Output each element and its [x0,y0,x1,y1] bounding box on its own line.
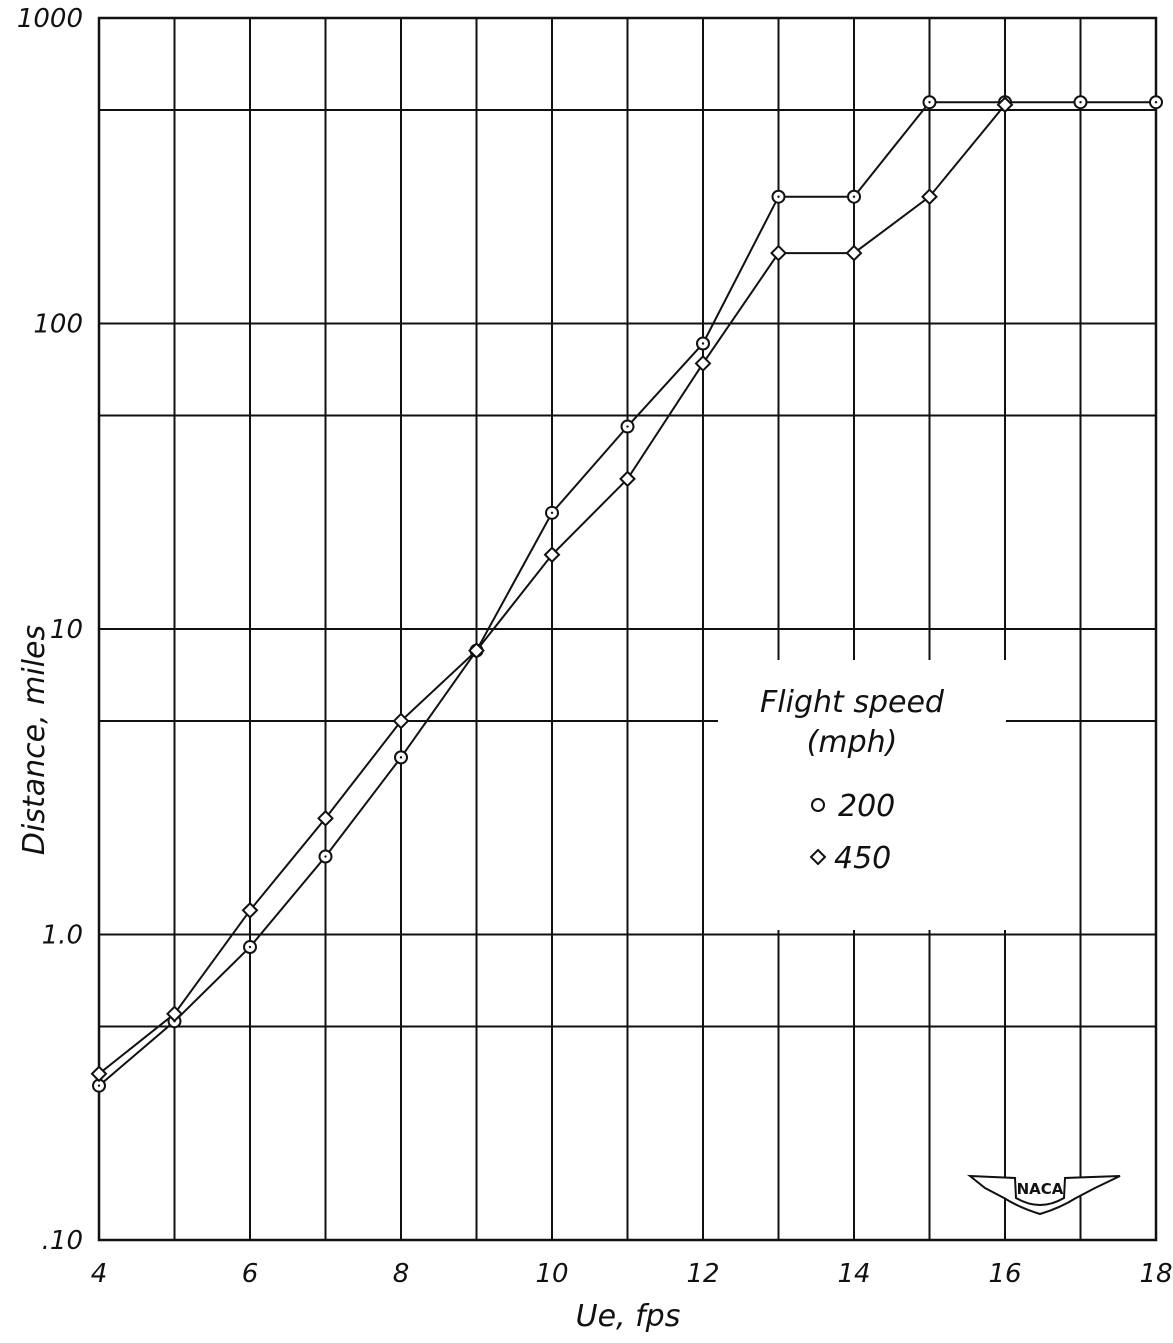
x-tick-label: 6 [242,1259,259,1289]
data-point-450 [694,355,712,372]
y-tick-label: 10 [50,615,83,645]
data-point-center [399,756,403,759]
data-point-450 [468,642,485,659]
data-point-450 [241,901,259,919]
data-point-450 [543,546,561,564]
y-tick-label: 1.0 [42,921,83,951]
data-point-450 [317,809,334,827]
y-axis-label: Distance, miles [17,625,52,855]
legend-series-2-label: 450 [834,841,891,876]
legend: Flight speed (mph) 200 450 [718,660,1006,930]
data-point-450 [996,96,1014,114]
data-point-450 [90,1065,108,1083]
x-tick-label: 4 [91,1259,108,1289]
data-point-center [701,342,705,345]
legend-circle-marker-icon [811,798,825,812]
naca-wings-icon [966,1174,1121,1216]
legend-box [718,660,1006,930]
x-tick-label: 12 [686,1259,719,1289]
data-point-center [324,855,327,858]
data-point-center [852,195,856,198]
legend-subtitle: (mph) [807,725,898,760]
data-point-center [550,511,554,515]
data-point-center [97,1084,101,1087]
data-point-center [777,195,780,198]
tick-labels: 4 6 8 10 12 14 16 18 .10 1.0 10 100 1000 [17,4,1173,1289]
data-markers [90,95,1163,1093]
data-point-450 [845,244,863,262]
legend-title: Flight speed [760,685,945,720]
data-point-center [1079,101,1082,104]
y-tick-label: 100 [33,310,83,340]
data-point-center [1154,101,1158,104]
data-point-center [928,101,931,104]
legend-diamond-marker-icon [809,848,827,866]
x-tick-label: 8 [393,1259,410,1289]
y-tick-label: .10 [42,1226,83,1256]
data-point-center [626,425,629,428]
data-point-450 [166,1005,183,1023]
data-point-450 [770,244,787,262]
x-tick-label: 16 [988,1259,1021,1289]
x-tick-label: 14 [837,1259,870,1289]
naca-logo: NACA [966,1174,1121,1216]
naca-logo-text: NACA [1017,1180,1064,1198]
x-tick-label: 10 [535,1259,568,1289]
data-point-450 [392,712,410,730]
data-point-center [248,945,252,949]
data-point-450 [921,188,938,206]
plot-frame [97,16,1158,1242]
x-axis-label: Ue, fps [576,1299,681,1334]
data-point-450 [619,470,636,488]
legend-series-1-label: 200 [838,789,895,824]
x-tick-label: 18 [1139,1259,1172,1289]
grid [97,16,1158,1242]
y-tick-label: 1000 [17,4,83,34]
